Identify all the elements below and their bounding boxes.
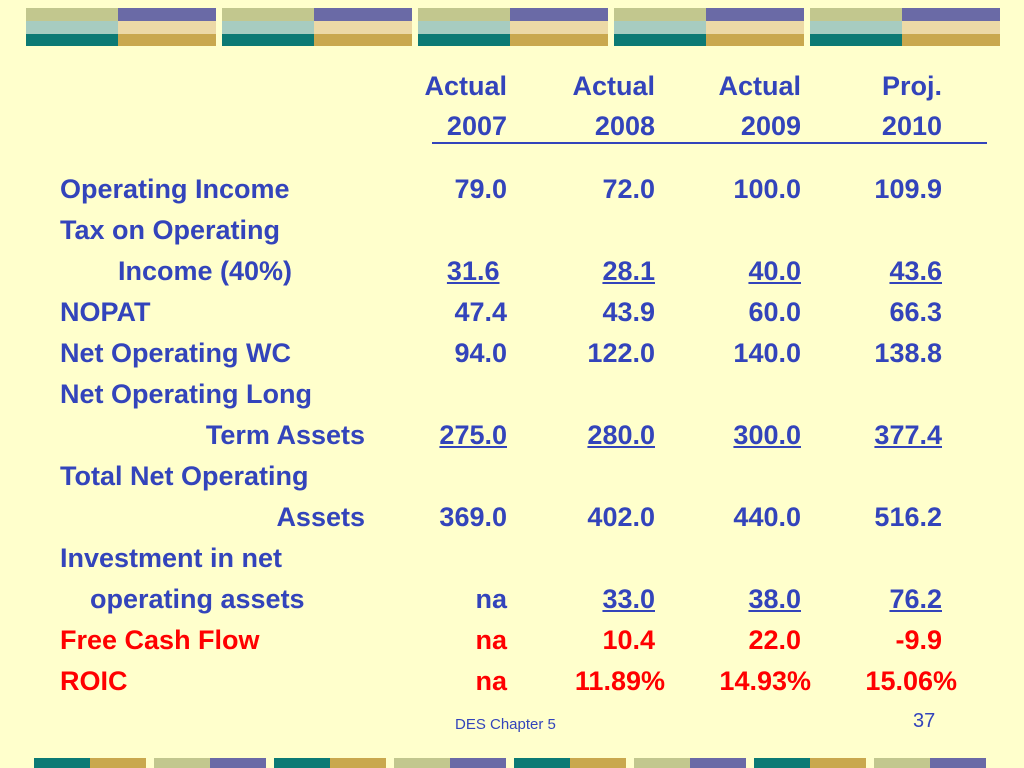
row-value: 33.0	[602, 584, 655, 614]
row-value: 40.0	[748, 256, 801, 286]
row-value: 138.8	[874, 338, 942, 368]
header-col-4-line1: Proj.	[881, 71, 942, 101]
row-label: Net Operating Long	[60, 379, 312, 409]
row-value: 28.1	[602, 256, 655, 286]
row-label: Assets	[276, 502, 365, 532]
decoration-tile	[222, 8, 412, 46]
underlined-value: 31.6	[446, 256, 500, 286]
row-value: 140.0	[733, 338, 801, 368]
row-label: Operating Income	[60, 174, 290, 204]
row-value: 14.93%	[719, 666, 811, 696]
row-value: 66.3	[889, 297, 942, 327]
header-col-1-line1: Actual	[424, 71, 507, 101]
header-col-1-line2: 2007	[446, 111, 507, 141]
row-value: 47.4	[454, 297, 507, 327]
row-value: 275.0	[439, 420, 507, 450]
row-value: 377.4	[874, 420, 942, 450]
row-value: 402.0	[587, 502, 655, 532]
row-value: 109.9	[874, 174, 942, 204]
decoration-tile	[810, 8, 1000, 46]
row-label: Income (40%)	[118, 256, 293, 286]
row-value: 72.0	[602, 174, 655, 204]
row-value: 38.0	[748, 584, 801, 614]
row-value: 440.0	[733, 502, 801, 532]
row-label: Net Operating WC	[60, 338, 292, 368]
row-value: 76.2	[889, 584, 942, 614]
decoration-tile	[614, 8, 804, 46]
row-value: 60.0	[748, 297, 801, 327]
row-label: Total Net Operating	[60, 461, 309, 491]
row-value: 122.0	[587, 338, 655, 368]
bottom-decoration-band	[0, 758, 1024, 768]
row-value: 43.9	[602, 297, 655, 327]
row-value: 31.6	[377, 255, 507, 287]
row-value: 300.0	[733, 420, 801, 450]
row-label: Tax on Operating	[60, 215, 281, 245]
header-underline	[432, 142, 987, 144]
row-value: na	[475, 666, 507, 696]
decoration-tile	[418, 8, 608, 46]
row-label: operating assets	[90, 584, 305, 614]
header-col-3-line1: Actual	[718, 71, 801, 101]
header-col-2-line1: Actual	[572, 71, 655, 101]
row-value: 22.0	[748, 625, 801, 655]
row-label: Term Assets	[205, 420, 365, 450]
row-value: na	[475, 625, 507, 655]
decoration-tile	[26, 8, 216, 46]
header-col-3-line2: 2009	[740, 111, 801, 141]
row-value: 15.06%	[865, 666, 957, 696]
header-col-2-line2: 2008	[594, 111, 655, 141]
slide-footer: DES Chapter 5	[455, 716, 556, 733]
row-value: 11.89%	[574, 666, 665, 696]
page-number: 37	[913, 710, 936, 732]
row-value: 100.0	[733, 174, 801, 204]
row-label: NOPAT	[60, 297, 151, 327]
row-value: 43.6	[889, 256, 942, 286]
row-value: 369.0	[439, 502, 507, 532]
header-col-4-line2: 2010	[881, 111, 942, 141]
row-label: Free Cash Flow	[60, 625, 260, 655]
row-label: Investment in net	[60, 543, 283, 573]
row-value: 79.0	[454, 174, 507, 204]
top-decoration-band	[0, 0, 1024, 50]
row-value: 94.0	[454, 338, 507, 368]
row-value: 280.0	[587, 420, 655, 450]
row-value: 516.2	[874, 502, 942, 532]
row-value: na	[475, 584, 507, 614]
row-label: ROIC	[60, 666, 128, 696]
row-value: -9.9	[895, 625, 942, 655]
row-value: 10.4	[602, 625, 655, 655]
